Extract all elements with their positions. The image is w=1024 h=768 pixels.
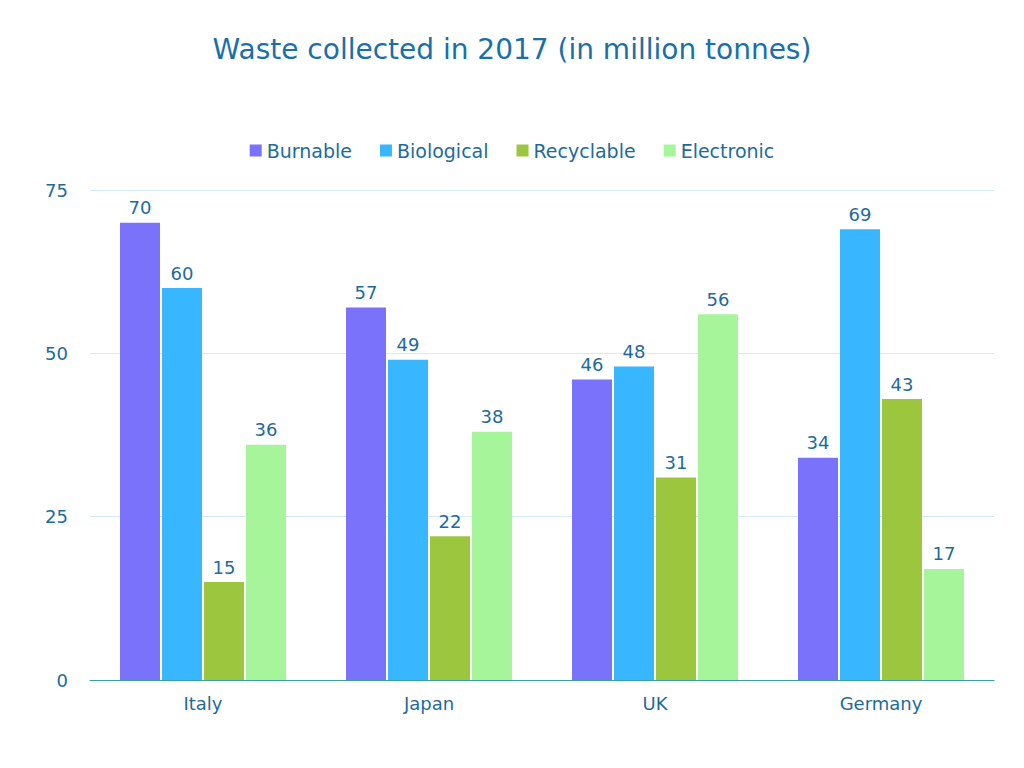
svg-text:31: 31 xyxy=(665,452,688,473)
svg-text:25: 25 xyxy=(45,506,68,527)
svg-text:17: 17 xyxy=(933,543,956,564)
svg-text:46: 46 xyxy=(581,354,604,375)
svg-text:0: 0 xyxy=(57,670,68,691)
svg-text:Waste collected in 2017 (in mi: Waste collected in 2017 (in million tonn… xyxy=(213,33,812,66)
svg-text:Italy: Italy xyxy=(183,693,222,714)
svg-text:Electronic: Electronic xyxy=(681,140,775,162)
svg-text:22: 22 xyxy=(439,511,462,532)
svg-text:UK: UK xyxy=(643,693,669,714)
svg-text:70: 70 xyxy=(129,197,152,218)
svg-text:36: 36 xyxy=(255,419,278,440)
svg-text:56: 56 xyxy=(707,289,730,310)
svg-text:34: 34 xyxy=(807,432,830,453)
svg-text:38: 38 xyxy=(481,406,504,427)
svg-text:48: 48 xyxy=(623,341,646,362)
svg-text:Japan: Japan xyxy=(403,693,454,714)
svg-text:Germany: Germany xyxy=(840,693,923,714)
svg-text:75: 75 xyxy=(45,180,68,201)
svg-text:69: 69 xyxy=(849,204,872,225)
svg-text:57: 57 xyxy=(355,282,378,303)
svg-text:15: 15 xyxy=(213,557,236,578)
svg-text:Burnable: Burnable xyxy=(267,140,352,162)
svg-text:Biological: Biological xyxy=(397,140,489,162)
svg-text:60: 60 xyxy=(171,263,194,284)
svg-text:49: 49 xyxy=(397,334,420,355)
svg-text:50: 50 xyxy=(45,343,68,364)
svg-text:Recyclable: Recyclable xyxy=(534,140,636,162)
svg-text:43: 43 xyxy=(891,374,914,395)
